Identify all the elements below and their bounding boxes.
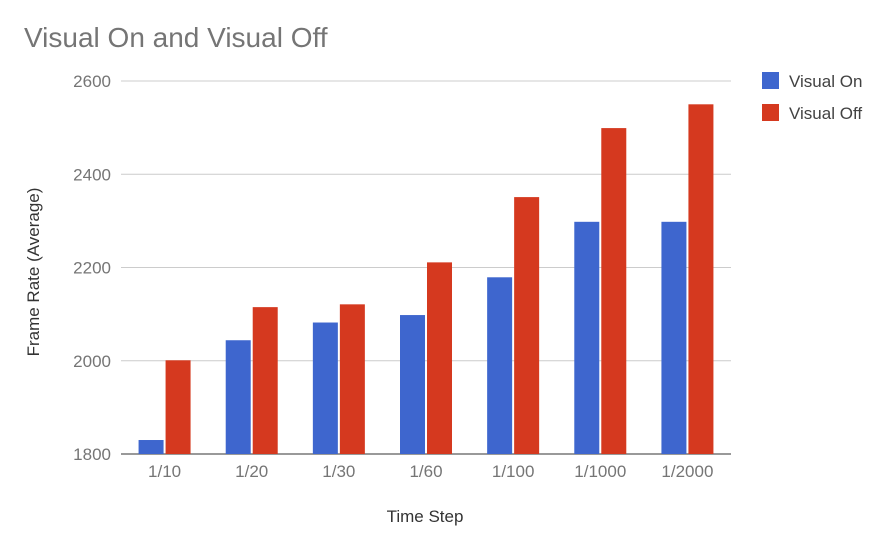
x-tick-label: 1/60 xyxy=(409,462,442,481)
y-tick-label: 2600 xyxy=(73,72,111,91)
x-tick-label: 1/10 xyxy=(148,462,181,481)
bar-visual-off-5 xyxy=(601,128,627,454)
legend-label: Visual Off xyxy=(789,104,862,123)
y-tick-label: 2000 xyxy=(73,352,111,371)
x-tick-label: 1/30 xyxy=(322,462,355,481)
y-tick-label: 2400 xyxy=(73,165,111,184)
legend-swatch xyxy=(762,72,779,89)
bars xyxy=(138,104,714,454)
x-tick-label: 1/20 xyxy=(235,462,268,481)
x-tick-labels: 1/10 1/20 1/30 1/60 1/100 1/1000 1/2000 xyxy=(148,462,713,481)
x-tick-label: 1/1000 xyxy=(574,462,626,481)
bar-visual-on-0 xyxy=(138,440,164,454)
bar-visual-on-5 xyxy=(574,221,600,454)
y-tick-label: 1800 xyxy=(73,445,111,464)
bar-visual-off-1 xyxy=(252,307,278,454)
legend: Visual On Visual Off xyxy=(762,72,862,123)
bar-visual-on-6 xyxy=(661,221,687,454)
x-tick-label: 1/2000 xyxy=(661,462,713,481)
bar-visual-on-4 xyxy=(487,277,513,454)
x-axis-title: Time Step xyxy=(387,507,464,526)
chart-title: Visual On and Visual Off xyxy=(24,22,328,53)
y-tick-label: 2200 xyxy=(73,259,111,278)
legend-label: Visual On xyxy=(789,72,862,91)
bar-visual-off-2 xyxy=(339,304,365,454)
bar-visual-off-0 xyxy=(165,360,191,454)
x-tick-label: 1/100 xyxy=(492,462,535,481)
bar-visual-on-1 xyxy=(225,340,251,454)
bar-visual-off-6 xyxy=(688,104,714,454)
bar-visual-on-2 xyxy=(312,322,338,454)
bar-visual-off-3 xyxy=(427,262,452,454)
legend-swatch xyxy=(762,104,779,121)
gridlines xyxy=(121,80,731,455)
bar-visual-on-3 xyxy=(400,315,425,454)
bar-visual-off-4 xyxy=(514,197,540,454)
y-tick-labels: 1800 2000 2200 2400 2600 xyxy=(73,72,111,464)
y-axis-title: Frame Rate (Average) xyxy=(24,188,43,357)
